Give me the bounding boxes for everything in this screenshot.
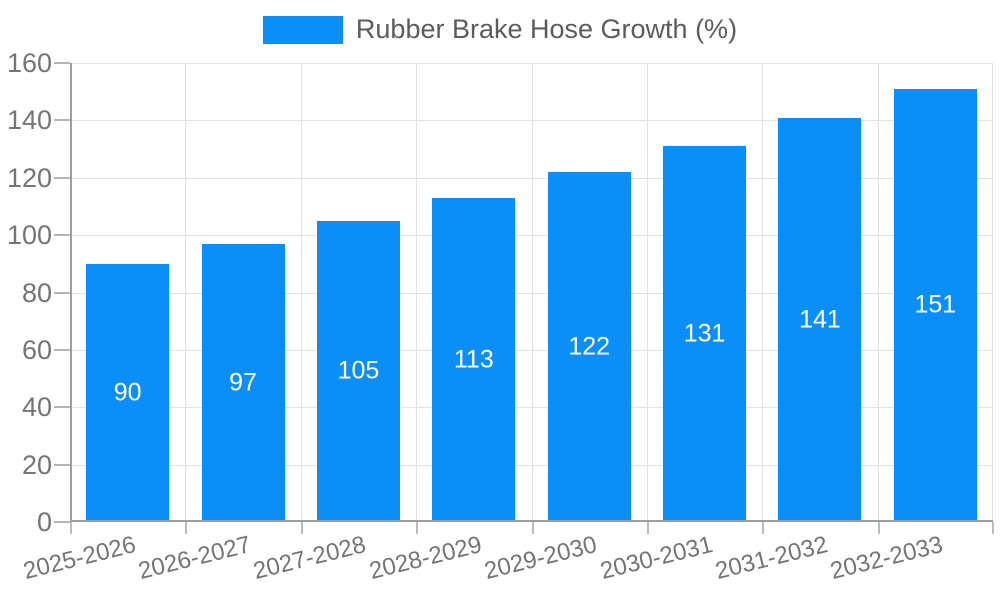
y-axis-line — [70, 63, 72, 522]
x-tick-mark — [70, 522, 72, 534]
bar-value-label: 122 — [568, 332, 611, 361]
plot-area: 90 97 105 113 122 131 141 151 — [70, 63, 993, 522]
x-tick-mark — [646, 522, 649, 534]
y-tick-mark — [54, 406, 70, 409]
y-tick-mark — [54, 176, 70, 179]
x-tick-mark — [877, 522, 880, 534]
gridline-vertical — [877, 63, 879, 522]
bar-value-label: 90 — [113, 378, 142, 407]
legend-label: Rubber Brake Hose Growth (%) — [355, 14, 738, 44]
y-tick-mark — [54, 521, 70, 523]
bar-value-label: 131 — [683, 319, 726, 348]
y-tick-mark — [54, 62, 70, 64]
bar: 122 — [547, 172, 631, 522]
gridline-vertical — [762, 63, 764, 522]
y-tick-label: 40 — [21, 392, 52, 423]
bar-value-label: 105 — [337, 356, 380, 385]
x-tick-mark — [416, 522, 419, 534]
x-tick-mark — [185, 522, 188, 534]
y-tick-mark — [54, 291, 70, 294]
gridline-vertical — [646, 63, 648, 522]
x-tick-mark — [762, 522, 765, 534]
y-tick-mark — [54, 119, 70, 122]
y-tick-label: 20 — [21, 449, 52, 480]
gridline-vertical — [300, 63, 302, 522]
y-tick-label: 120 — [6, 162, 52, 193]
y-tick-label: 60 — [21, 334, 52, 365]
gridline-vertical — [992, 63, 993, 522]
y-tick-mark — [54, 463, 70, 466]
y-tick-label: 100 — [6, 220, 52, 251]
x-tick-mark — [300, 522, 303, 534]
y-tick-label: 160 — [6, 48, 52, 78]
bar-value-label: 113 — [453, 345, 494, 374]
bar: 131 — [663, 146, 747, 522]
bar: 105 — [316, 220, 400, 522]
x-tick-mark — [992, 522, 994, 534]
gridline-vertical — [531, 63, 533, 522]
bar-value-label: 97 — [229, 368, 257, 397]
y-tick-mark — [54, 348, 70, 351]
x-axis-line — [70, 520, 993, 522]
y-tick-label: 140 — [6, 105, 52, 136]
x-tick-mark — [531, 522, 534, 534]
bar: 97 — [201, 243, 285, 522]
gridline-vertical — [416, 63, 418, 522]
y-tick-mark — [54, 234, 70, 237]
gridline-vertical — [185, 63, 187, 522]
bar-value-label: 151 — [914, 290, 957, 319]
bar: 90 — [86, 263, 170, 522]
y-tick-label: 0 — [36, 507, 52, 537]
y-tick-label: 80 — [21, 277, 52, 308]
bar: 113 — [432, 197, 516, 522]
bar-value-label: 141 — [799, 305, 841, 334]
legend-swatch — [262, 15, 343, 44]
legend: Rubber Brake Hose Growth (%) — [0, 14, 1000, 45]
bar: 151 — [893, 88, 977, 522]
bar: 141 — [778, 117, 862, 522]
